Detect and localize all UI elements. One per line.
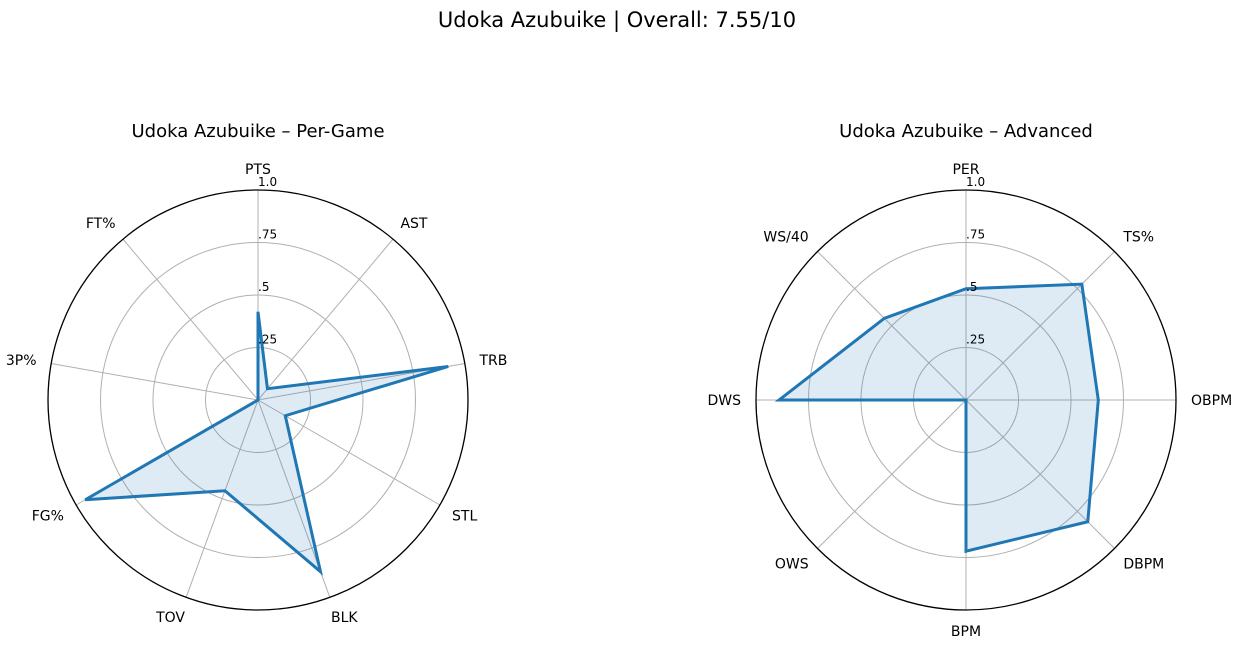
radial-tick-label: .75 [258,228,277,242]
axis-label-ft-pct: FT% [86,216,116,232]
axis-label-trb: TRB [478,353,507,369]
radial-tick-label: 1.0 [258,175,277,189]
axis-label-fg-pct: FG% [32,509,64,525]
series-fill [779,284,1099,552]
spoke-line [965,399,1115,549]
outer-frame [755,189,1177,611]
axis-label-stl: STL [452,509,477,525]
axis-label-ows: OWS [775,556,809,572]
series-line [84,311,449,576]
spoke-line [817,399,967,549]
axis-label-ast: AST [400,216,427,232]
spoke-line [965,251,1115,401]
panel-title: Udoka Azubuike – Advanced [839,121,1093,142]
axis-label-dbpm: DBPM [1123,556,1164,572]
series-fill [85,311,449,572]
spoke-line [51,363,259,401]
radial-tick-label: .5 [258,280,269,294]
radial-tick-label: .25 [966,333,985,347]
spoke-line [122,238,259,401]
radial-tick-label: 1.0 [966,175,985,189]
spoke-line [257,238,394,401]
spoke-line [257,399,441,506]
radial-tick-label: .75 [966,228,985,242]
panel-title: Udoka Azubuike – Per-Game [131,121,384,142]
outer-frame [47,189,469,611]
axis-label-ws-40: WS/40 [763,230,808,246]
axis-label-tov: TOV [155,610,185,626]
axis-label-dws: DWS [707,393,741,409]
axis-label-bpm: BPM [951,624,981,640]
figure-title: Udoka Azubuike | Overall: 7.55/10 [437,8,797,32]
axis-label-3p-pct: 3P% [6,353,37,369]
radial-tick-label: .25 [258,333,277,347]
radial-tick-label: .5 [966,280,977,294]
series-line [774,282,1100,554]
axis-label-obpm: OBPM [1191,393,1232,409]
axis-label-blk: BLK [331,610,358,626]
axis-label-pts: PTS [245,162,271,178]
axis-label-per: PER [952,162,979,178]
spoke-line [185,399,259,598]
axis-label-ts-pct: TS% [1122,230,1154,246]
spoke-line [817,251,967,401]
